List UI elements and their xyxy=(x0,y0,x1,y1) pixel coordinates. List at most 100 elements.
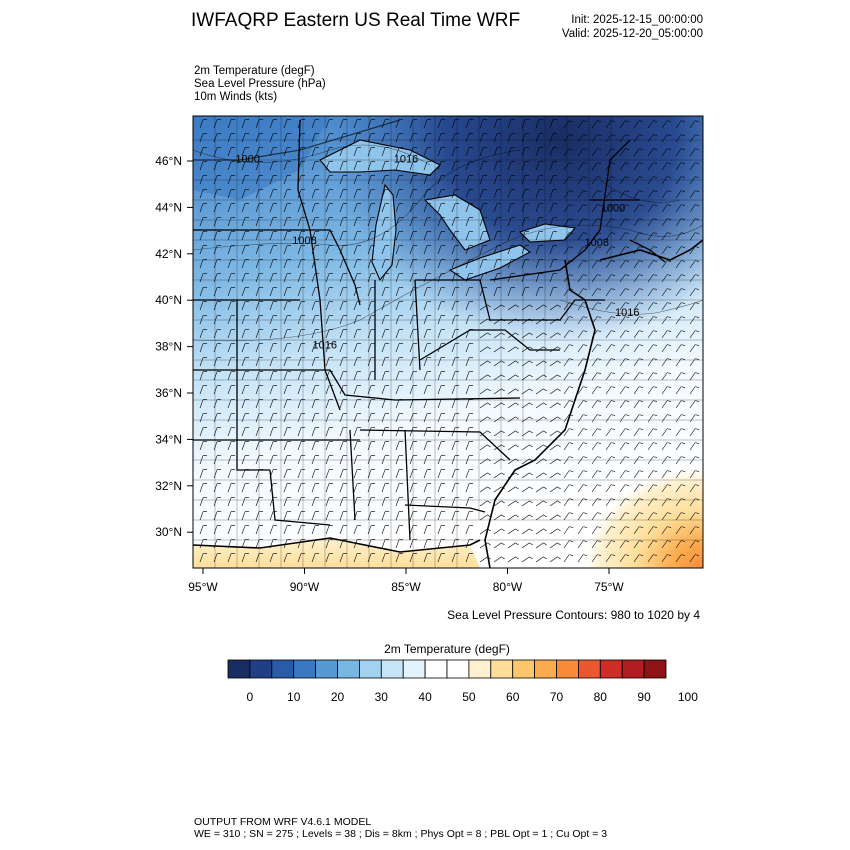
wind-barb xyxy=(507,500,519,507)
wind-barb xyxy=(633,372,644,381)
wind-barb xyxy=(381,469,390,479)
wind-barb xyxy=(409,469,418,479)
wind-barb xyxy=(423,469,432,479)
wind-barb xyxy=(465,287,474,297)
wind-barb xyxy=(549,388,561,395)
wind-barb xyxy=(255,217,264,227)
wind-barb xyxy=(591,302,602,311)
wind-barb xyxy=(577,218,588,227)
wind-barb xyxy=(647,204,658,213)
wind-barb xyxy=(241,385,250,395)
wind-barb xyxy=(241,497,250,507)
wind-barb xyxy=(633,176,644,185)
wind-barb xyxy=(535,203,544,213)
map-title: IWFAQRP Eastern US Real Time WRF xyxy=(191,10,521,31)
wind-barb xyxy=(297,315,306,325)
wind-barb xyxy=(451,441,460,451)
wind-barb xyxy=(521,374,533,381)
wind-barb xyxy=(605,288,616,297)
wind-barb xyxy=(381,287,390,297)
wind-barb xyxy=(255,399,264,409)
wind-barb xyxy=(689,400,700,409)
wind-barb xyxy=(297,119,306,129)
wind-barb xyxy=(255,427,264,437)
wind-barb xyxy=(493,500,505,507)
wind-barb xyxy=(689,316,700,325)
wind-barb xyxy=(269,385,278,395)
wind-barb xyxy=(563,148,574,157)
wind-barb xyxy=(367,315,376,325)
wind-barb xyxy=(269,245,278,255)
wind-barb xyxy=(605,302,616,311)
wind-barb xyxy=(647,246,658,255)
wind-barb xyxy=(353,371,362,381)
wind-barb xyxy=(297,385,306,395)
wind-barb xyxy=(367,511,376,521)
wind-barb xyxy=(269,539,278,549)
wind-barb xyxy=(199,413,208,423)
wind-barb xyxy=(605,414,616,423)
wind-barb xyxy=(619,330,630,339)
wind-barb xyxy=(493,472,505,479)
wind-barb xyxy=(465,217,474,227)
wind-barb xyxy=(563,176,574,185)
wind-barb xyxy=(493,147,502,157)
wind-barb xyxy=(549,402,561,409)
wind-barb xyxy=(591,344,602,353)
colorbar-swatch xyxy=(621,659,645,679)
gulf-coastline xyxy=(193,537,481,553)
wind-barb xyxy=(675,302,686,311)
wind-barb xyxy=(493,161,502,171)
wind-barb xyxy=(479,287,488,297)
field-label-pressure: Sea Level Pressure (hPa) xyxy=(194,78,326,90)
wind-barb xyxy=(311,357,320,367)
wind-barb xyxy=(381,315,390,325)
wind-barb xyxy=(367,329,376,339)
wind-barb xyxy=(465,469,474,479)
wind-barb xyxy=(577,134,588,143)
wind-barb xyxy=(493,217,502,227)
wind-barb xyxy=(283,371,292,381)
wind-barb xyxy=(395,245,404,255)
wind-barb xyxy=(535,402,547,409)
wind-barb xyxy=(591,540,602,549)
wind-barb xyxy=(535,245,544,255)
wind-barb xyxy=(661,316,672,325)
wind-barb xyxy=(311,469,320,479)
wind-barb xyxy=(549,161,558,171)
wind-barb xyxy=(633,260,644,269)
wind-barb xyxy=(297,441,306,451)
wind-barb xyxy=(437,245,446,255)
wind-barb xyxy=(577,512,588,521)
wind-barb xyxy=(535,318,547,325)
wind-barb xyxy=(241,203,250,213)
wind-barb xyxy=(549,430,561,437)
wind-barb xyxy=(255,175,264,185)
wind-barb xyxy=(591,372,602,381)
wind-barb xyxy=(199,385,208,395)
wind-barb xyxy=(563,470,574,479)
wind-barb xyxy=(591,148,602,157)
wind-barb xyxy=(297,357,306,367)
colorbar-label: 40 xyxy=(418,690,432,704)
wind-barb xyxy=(689,386,700,395)
wind-barb xyxy=(241,427,250,437)
wind-barb xyxy=(339,189,348,199)
wind-barb xyxy=(241,189,250,199)
wind-barb xyxy=(199,189,208,199)
wind-barb xyxy=(549,318,561,325)
wind-barb xyxy=(535,514,547,521)
wind-barb xyxy=(213,371,222,381)
wind-barb xyxy=(647,428,658,437)
wind-barb xyxy=(395,119,404,129)
wind-barb xyxy=(605,554,616,563)
wind-barb xyxy=(395,511,404,521)
wind-barb xyxy=(227,217,236,227)
wind-barb xyxy=(339,273,348,283)
wind-barb xyxy=(675,428,686,437)
wind-barb xyxy=(675,218,686,227)
wind-barb xyxy=(381,357,390,367)
wind-barb xyxy=(689,120,700,129)
wind-barb xyxy=(451,469,460,479)
wind-barb xyxy=(633,218,644,227)
